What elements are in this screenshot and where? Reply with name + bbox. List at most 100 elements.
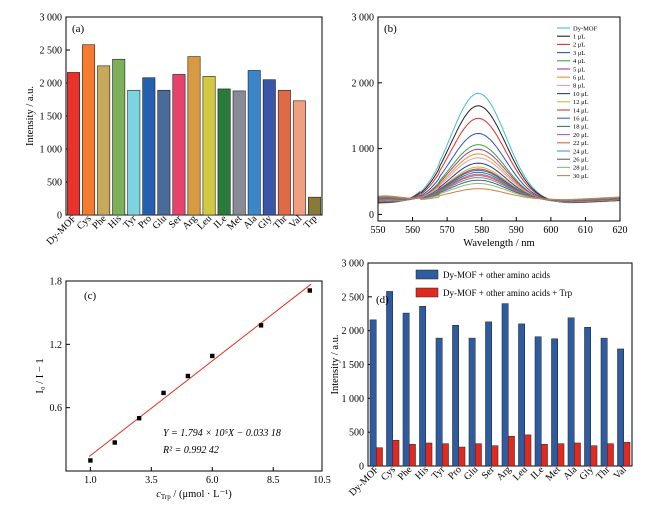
bar-other-amino-acids: [617, 348, 624, 467]
legend-entry: 4 μL: [573, 58, 585, 65]
x-tick-label: 6.0: [206, 475, 219, 486]
bar: [202, 76, 216, 216]
panel-d-grouped-bar-chart: 0 500 1 000 1 500 2 000 2 500 3 000 Dy-MOFCysPh…: [330, 259, 633, 498]
spectrum-line: [378, 188, 620, 201]
legend-entry: 3 μL: [573, 50, 585, 57]
y-tick-label: 0: [359, 462, 364, 473]
bar: [277, 89, 291, 216]
bar-with-trp: [442, 443, 449, 467]
panel-label: (d): [376, 294, 389, 306]
bar-with-trp: [607, 443, 614, 467]
bar-with-trp: [392, 440, 400, 467]
data-point: [88, 458, 93, 463]
y-tick-label: 1 500: [40, 112, 63, 123]
data-point: [307, 288, 313, 293]
x-tick-label: Phe: [396, 464, 415, 483]
legend-entry: Dy-MOF + other amino acids + Trp: [443, 288, 573, 298]
bar-other-amino-acids: [386, 291, 394, 467]
bar: [127, 89, 141, 216]
x-tick-label: 1.0: [84, 475, 97, 486]
bar: [112, 58, 126, 216]
panel-label: (c): [84, 290, 97, 302]
legend-entry: 6 μL: [573, 75, 585, 82]
bar-other-amino-acids: [369, 319, 377, 467]
x-tick-label: Glu: [462, 464, 480, 482]
bar-other-amino-acids: [551, 338, 558, 467]
data-point: [210, 353, 215, 359]
x-axis-label-subscript: Trp: [161, 493, 171, 501]
legend-entry: 12 μL: [573, 99, 589, 106]
legend-entry: 8 μL: [573, 83, 585, 90]
r-squared: R² = 0.992 42: [162, 445, 219, 456]
y-tick-label: 0: [57, 211, 62, 222]
bar-with-trp: [524, 434, 532, 467]
legend-swatch: [415, 269, 439, 280]
legend-entry: Dy-MOF + other amino acids: [443, 270, 551, 280]
bar: [232, 90, 246, 216]
bar: [142, 77, 156, 216]
panel-label: (b): [384, 23, 397, 35]
bar: [97, 65, 111, 216]
bar-other-amino-acids: [402, 312, 410, 467]
legend-entry: Dy-MOF: [573, 25, 598, 32]
legend-entry: 20 μL: [573, 132, 589, 139]
x-axis-label: cTrp / (μmol · L⁻¹): [156, 489, 232, 501]
bar: [262, 79, 276, 216]
fit-equation: Y = 1.794 × 10⁵X − 0.033 18: [163, 428, 281, 439]
x-tick-label: Leu: [511, 464, 530, 483]
y-tick-label: 2 500: [40, 46, 63, 57]
x-tick-label: 550: [371, 225, 386, 236]
bar: [157, 89, 171, 216]
bar: [307, 196, 321, 216]
y-tick-label: 500: [47, 178, 62, 189]
bar: [187, 56, 201, 216]
legend-entry: 26 μL: [573, 157, 589, 164]
legend-swatch: [415, 287, 439, 298]
x-tick-label: Thr: [594, 464, 612, 482]
x-tick-label: Ala: [561, 464, 579, 482]
x-axis-label-units: / (μmol · L⁻¹): [171, 489, 232, 500]
x-tick-label: 10.5: [313, 475, 331, 486]
bar-other-amino-acids: [468, 337, 476, 467]
data-point: [136, 416, 142, 421]
bar-other-amino-acids: [485, 321, 493, 467]
x-tick-label: Trp: [302, 213, 320, 231]
bar-with-trp: [590, 445, 598, 467]
x-tick-label: Val: [612, 464, 629, 481]
bar-with-trp: [376, 447, 383, 467]
legend-entry: 5 μL: [573, 66, 585, 73]
fit-line: [88, 283, 312, 457]
bar-other-amino-acids: [452, 325, 460, 467]
data-point: [258, 323, 264, 328]
x-tick-label: 3.5: [145, 475, 158, 486]
bar-with-trp: [458, 446, 466, 467]
y-tick-label: 2 000: [40, 79, 63, 90]
x-tick-label: Met: [544, 464, 563, 483]
x-tick-label: Pro: [446, 464, 464, 482]
bar-with-trp: [623, 442, 631, 467]
x-axis-label: Wavelength / nm: [463, 238, 534, 249]
bar-other-amino-acids: [534, 336, 542, 467]
x-tick-label: Cys: [379, 464, 398, 483]
x-tick-label: Ser: [480, 464, 498, 482]
legend-entry: 28 μL: [573, 165, 589, 172]
y-tick-label: 2 500: [342, 292, 365, 303]
bar-with-trp: [574, 442, 581, 467]
bar-with-trp: [425, 442, 433, 467]
y-axis-label: Intensity / a.u.: [330, 334, 341, 394]
bar-with-trp: [508, 435, 515, 467]
panel-c-scatter-chart: 0.6 1.2 1.8 1.0 3.5 6.0 8.5 10.5 (c) Y = 1.794 × …: [35, 277, 331, 502]
y-tick-label: 500: [349, 428, 364, 439]
y-tick-label: 1 000: [352, 144, 375, 155]
y-axis-label: I₀ / I − 1: [35, 358, 46, 393]
bar: [292, 100, 306, 216]
x-tick-label: 570: [440, 225, 455, 236]
panel-b-line-chart: 0 1 000 2 000 3 000 550 560 570 580 590 600 610 620…: [352, 13, 628, 250]
x-axis-label-symbol: c: [156, 489, 161, 500]
legend-entry: 2 μL: [573, 42, 585, 49]
legend-entry: 14 μL: [573, 107, 589, 114]
legend-entry: 10 μL: [573, 91, 589, 98]
legend-entry: 30 μL: [573, 173, 589, 180]
